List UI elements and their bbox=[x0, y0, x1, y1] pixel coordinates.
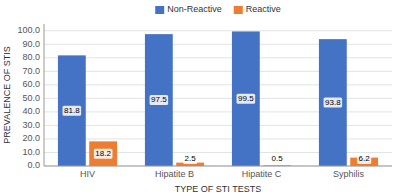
x-tick-label: Hipatite C bbox=[242, 169, 282, 179]
bar bbox=[232, 31, 260, 166]
y-tick-label: 20.0 bbox=[22, 133, 40, 143]
data-label: 2.5 bbox=[185, 154, 197, 163]
bar bbox=[89, 141, 117, 166]
y-tick-label: 50.0 bbox=[22, 93, 40, 103]
data-label-bg bbox=[237, 94, 256, 104]
data-label: 18.2 bbox=[95, 149, 111, 158]
x-tick-label: HIV bbox=[80, 169, 95, 179]
data-label-bg bbox=[270, 154, 284, 164]
x-axis-label: TYPE OF STI TESTS bbox=[175, 184, 261, 194]
y-tick-label: 90.0 bbox=[22, 39, 40, 49]
data-label-bg bbox=[324, 98, 343, 108]
chart: 0.0 10.0 20.0 30.0 40.0 50.0 60.0 70.0 80.0 90.0 1… bbox=[0, 0, 400, 196]
grid-line bbox=[44, 30, 392, 31]
y-tick-label: 60.0 bbox=[22, 79, 40, 89]
y-tick-label: 80.0 bbox=[22, 52, 40, 62]
legend-label: Non-Reactive bbox=[167, 4, 222, 14]
y-tick-label: 30.0 bbox=[22, 120, 40, 130]
grid bbox=[44, 31, 392, 166]
legend-swatch bbox=[234, 6, 243, 14]
data-label: 99.5 bbox=[238, 94, 254, 103]
y-axis bbox=[44, 24, 45, 166]
bar bbox=[319, 39, 347, 166]
y-tick-label: 0.0 bbox=[27, 160, 40, 170]
legend: Non-Reactive Reactive bbox=[155, 4, 281, 14]
data-label: 6.2 bbox=[359, 154, 371, 163]
x-axis bbox=[44, 166, 392, 167]
bar bbox=[58, 55, 86, 166]
bar bbox=[145, 34, 173, 166]
data-label-bg bbox=[183, 154, 197, 164]
y-tick-label: 70.0 bbox=[22, 66, 40, 76]
y-tick-label: 100.0 bbox=[17, 25, 40, 35]
data-label-bg bbox=[63, 106, 82, 116]
data-label: 81.8 bbox=[64, 106, 80, 115]
data-label: 0.5 bbox=[272, 154, 284, 163]
y-tick-label: 40.0 bbox=[22, 106, 40, 116]
x-tick-label: Hipatite B bbox=[155, 169, 194, 179]
legend-label: Reactive bbox=[246, 4, 281, 14]
grid-line bbox=[44, 166, 392, 167]
data-labels: 81.8 97.5 99.5 93.8 18.2 2.5 0.5 6.2 bbox=[63, 94, 372, 164]
bars bbox=[58, 31, 378, 166]
data-label-bg bbox=[150, 95, 169, 105]
y-axis-label: PREVALENCE OF STIS bbox=[2, 46, 12, 143]
data-label-bg bbox=[94, 149, 113, 159]
x-tick-label: Syphilis bbox=[333, 169, 365, 179]
legend-swatch bbox=[155, 6, 164, 14]
y-tick-label: 10.0 bbox=[22, 147, 40, 157]
data-label: 93.8 bbox=[325, 98, 341, 107]
data-label: 97.5 bbox=[151, 95, 167, 104]
data-label-bg bbox=[357, 154, 371, 164]
